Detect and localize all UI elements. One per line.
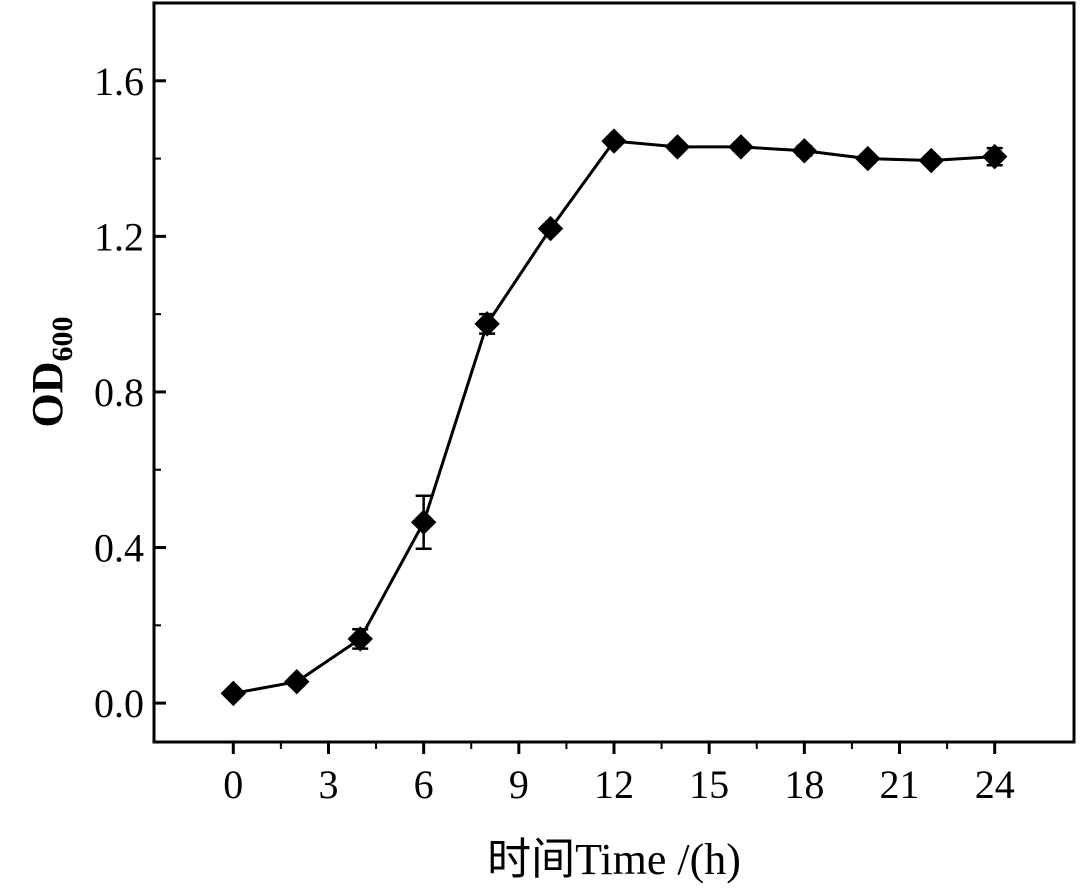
y-tick-label: 0.4 xyxy=(94,526,144,571)
series-layer xyxy=(220,128,1008,707)
x-tick-label: 15 xyxy=(689,762,729,807)
y-tick-label: 1.2 xyxy=(94,214,144,259)
y-axis: 0.0 0.4 0.8 1.2 1.6 xyxy=(94,59,166,726)
y-tick-label: 0.8 xyxy=(94,370,144,415)
data-point-marker xyxy=(664,134,691,160)
y-axis-title: OD600 xyxy=(23,317,79,428)
y-tick-label: 1.6 xyxy=(94,59,144,104)
data-point-marker xyxy=(474,311,500,337)
y-axis-title-main: OD xyxy=(23,362,72,428)
data-point-marker xyxy=(601,128,627,154)
series-line xyxy=(233,139,995,695)
x-tick-label: 3 xyxy=(318,762,338,807)
data-point-marker xyxy=(220,680,247,707)
data-point-marker xyxy=(918,147,944,174)
data-point-marker xyxy=(537,215,564,242)
y-axis-title-subscript: 600 xyxy=(46,317,79,362)
x-tick-label: 21 xyxy=(880,762,920,807)
data-point-marker xyxy=(347,626,373,652)
x-tick-label: 0 xyxy=(223,762,243,807)
plot-frame xyxy=(152,1,1076,744)
data-point-marker xyxy=(791,138,818,164)
data-point-marker xyxy=(728,134,754,160)
data-point-marker xyxy=(855,145,881,172)
x-tick-label: 9 xyxy=(509,762,529,807)
svg-text:OD600: OD600 xyxy=(23,317,79,428)
x-axis-title: 时间Time /(h) xyxy=(487,835,741,884)
y-tick-label: 0.0 xyxy=(94,681,144,726)
x-tick-label: 12 xyxy=(594,762,634,807)
x-tick-label: 18 xyxy=(784,762,824,807)
data-point-marker xyxy=(410,509,437,535)
x-tick-label: 24 xyxy=(975,762,1015,807)
x-axis: 0 3 6 9 12 15 18 21 24 xyxy=(223,742,1015,807)
x-tick-label: 6 xyxy=(414,762,434,807)
data-point-marker xyxy=(981,143,1008,170)
data-point-marker xyxy=(284,669,310,695)
